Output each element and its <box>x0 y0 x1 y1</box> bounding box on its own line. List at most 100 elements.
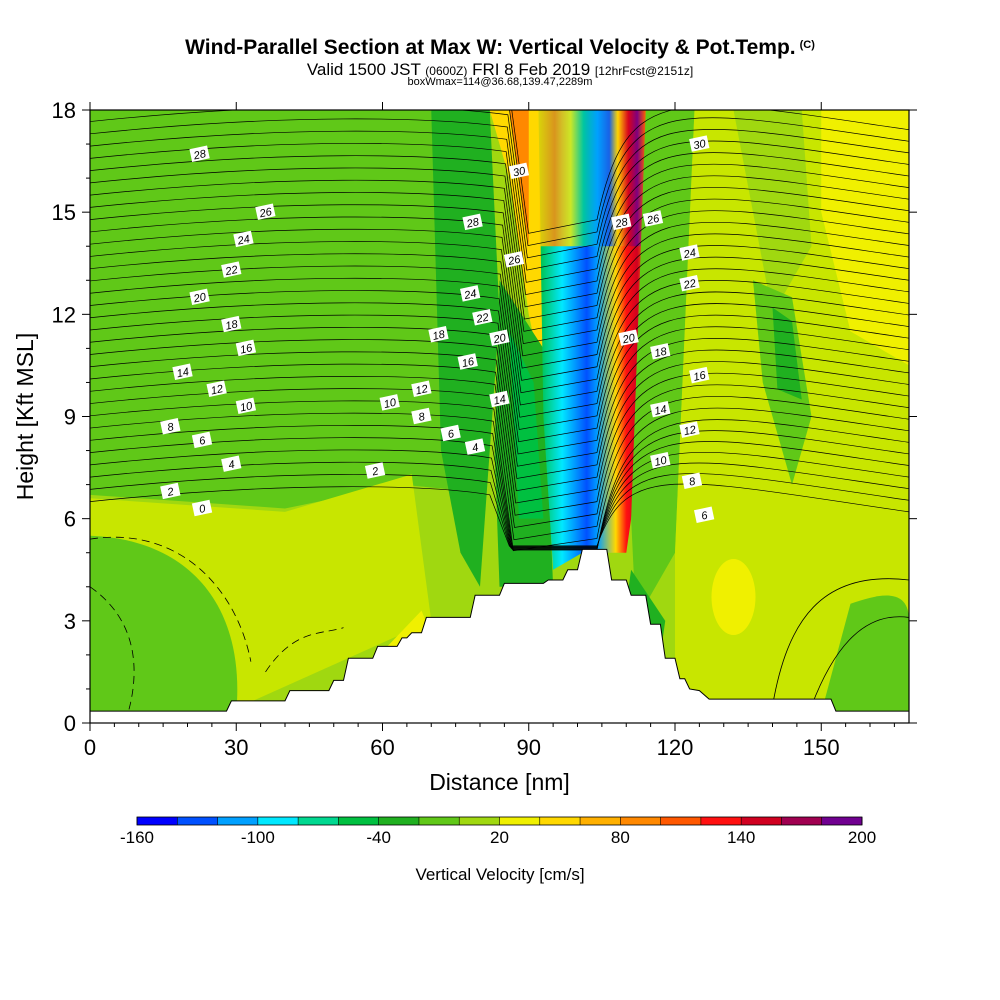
isentrope <box>90 118 909 271</box>
colorbar-swatch <box>539 817 581 825</box>
colorbar-swatch <box>580 817 621 825</box>
contour-label-text: 10 <box>383 397 398 411</box>
contour-label-text: 18 <box>224 318 239 332</box>
contour-label: 18 <box>650 343 671 360</box>
isentrope <box>90 155 909 308</box>
chart-title-text: Wind-Parallel Section at Max W: Vertical… <box>185 36 796 59</box>
contour-label: 20 <box>189 288 210 306</box>
isentrope <box>90 449 909 549</box>
contour-label: 22 <box>679 274 700 292</box>
contour-label-box <box>464 438 486 455</box>
contour-label: 14 <box>172 363 193 380</box>
colorbar-swatch <box>257 817 299 825</box>
contour-label-text: 8 <box>688 475 697 488</box>
valid-prefix: Valid 1500 JST <box>306 60 421 79</box>
isentrope <box>90 302 909 455</box>
contour-label-text: 6 <box>198 435 207 448</box>
contour-label-box <box>693 506 715 524</box>
colorbar-swatch <box>418 817 460 825</box>
contour-label-box <box>457 353 478 370</box>
x-tick-label: 150 <box>803 735 840 760</box>
isentrope <box>90 192 909 345</box>
mountain-wave-top <box>538 110 646 247</box>
contour-label-box <box>233 230 254 248</box>
right-upper-yellow <box>821 110 909 366</box>
colorbar-tick-label: -100 <box>241 828 275 847</box>
dashed-contour <box>90 586 135 710</box>
right-downdraft-core <box>772 307 802 400</box>
contour-label-text: 26 <box>645 213 661 228</box>
contour-label-box <box>255 203 276 220</box>
colorbar-tick-label: 200 <box>848 828 876 847</box>
contour-label-text: 0 <box>198 503 207 516</box>
contour-label-text: 16 <box>239 342 254 356</box>
contour-label: 2 <box>160 482 181 500</box>
x-tick-label: 90 <box>517 735 541 760</box>
contour-label-text: 26 <box>257 206 273 221</box>
isentrope <box>90 130 909 283</box>
contour-label-text: 30 <box>692 138 707 152</box>
contour-label-box <box>679 421 700 438</box>
contour-label-box <box>650 452 671 469</box>
contour-label-text: 28 <box>465 216 481 231</box>
contour-label: 10 <box>650 452 671 469</box>
contour-label-box <box>503 251 525 268</box>
contour-label: 8 <box>681 472 703 489</box>
contour-label-text: 6 <box>447 428 456 441</box>
contour-label: 28 <box>462 213 483 231</box>
contour-label: 30 <box>689 135 710 152</box>
right-lower-green <box>821 595 909 713</box>
isentrope <box>90 425 909 550</box>
colorbar-swatch <box>660 817 702 825</box>
isentrope <box>90 473 909 547</box>
colorbar-swatch <box>620 817 662 825</box>
contour-label-box <box>689 135 710 152</box>
contour-label-text: 12 <box>414 383 428 397</box>
dashed-contour <box>90 536 252 662</box>
y-tick-label: 3 <box>64 609 76 634</box>
contour-label: 8 <box>411 407 432 425</box>
isentrope <box>90 241 909 394</box>
contour-label: 2 <box>364 462 386 479</box>
contour-label-box <box>611 213 632 231</box>
colorbar-swatch <box>499 817 541 825</box>
y-tick-label: 15 <box>52 200 76 225</box>
forecast-info: [12hrFcst@2151z] <box>594 64 694 78</box>
contour-label: 4 <box>221 455 242 472</box>
y-tick-label: 0 <box>64 711 76 736</box>
contour-label-box <box>428 326 449 343</box>
colorbar-tick-label: 20 <box>490 828 509 847</box>
terrain <box>89 548 910 724</box>
isentrope <box>90 376 909 528</box>
contour-label-box <box>679 244 700 261</box>
contour-label: 14 <box>650 400 671 418</box>
potential-temperature-contours <box>90 110 909 710</box>
contour-label-box <box>440 424 461 442</box>
contour-label: 16 <box>235 339 257 357</box>
contour-label: 28 <box>189 145 210 163</box>
contour-label-box <box>681 472 703 489</box>
colorbar: -160 -100 -40 20 80 140 200 Vertical Velocity [… <box>120 816 876 884</box>
contour-label: 8 <box>160 417 181 435</box>
contour-label-text: 18 <box>653 345 668 359</box>
contour-label: 4 <box>464 438 486 455</box>
downdraft-column-1 <box>431 110 500 587</box>
colorbar-tick-label: 140 <box>727 828 755 847</box>
contour-label: 24 <box>233 230 254 248</box>
contour-label: 12 <box>679 421 700 438</box>
contour-label-box <box>650 343 671 360</box>
contour-label: 20 <box>489 329 510 347</box>
contour-label-text: 6 <box>700 510 709 523</box>
contour-label-box <box>221 315 242 333</box>
contour-label-box <box>221 455 242 472</box>
right-lower-yellow <box>711 558 756 635</box>
colorbar-swatch <box>781 817 823 825</box>
contour-label: 16 <box>457 353 478 370</box>
contour-label-text: 28 <box>613 216 629 231</box>
contour-label: 24 <box>679 244 700 261</box>
contour-label: 22 <box>472 309 493 326</box>
contour-label-text: 20 <box>491 332 507 347</box>
isentrope <box>811 616 909 707</box>
